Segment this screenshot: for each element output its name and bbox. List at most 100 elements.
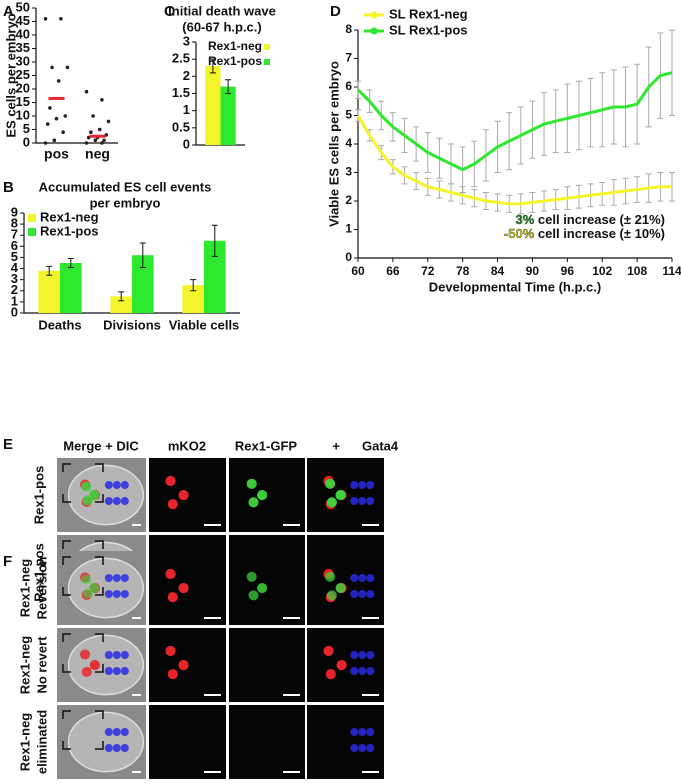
cell xyxy=(350,574,359,582)
cell xyxy=(112,590,121,598)
cell xyxy=(112,728,121,736)
y-tick-label: 0 xyxy=(23,134,30,149)
data-point xyxy=(63,114,68,118)
data-point xyxy=(43,17,48,21)
annotation: 3% cell increase (± 21%) xyxy=(515,212,665,227)
bar xyxy=(132,255,154,313)
cell xyxy=(326,590,337,601)
y-tick-label: 1 xyxy=(183,102,190,117)
panel-letter: C xyxy=(164,3,175,20)
chart-title: per embryo xyxy=(90,195,161,210)
y-tick-label: 5 xyxy=(345,108,352,122)
cell xyxy=(89,583,100,594)
cell xyxy=(350,590,359,598)
y-tick-label: 10 xyxy=(16,107,30,122)
cell xyxy=(104,574,113,582)
cell xyxy=(120,590,129,598)
cell xyxy=(112,574,121,582)
cell xyxy=(248,590,259,601)
cell xyxy=(366,481,375,489)
data-point xyxy=(61,130,65,134)
cell xyxy=(335,583,346,594)
x-tick-label: Viable cells xyxy=(169,317,240,332)
cell xyxy=(120,667,129,675)
legend-label: Rex1-pos xyxy=(208,54,262,68)
bracket xyxy=(62,633,104,673)
cell xyxy=(366,590,375,598)
micrograph xyxy=(149,705,226,779)
cell xyxy=(350,497,359,505)
row-label: Rex1-pos xyxy=(31,543,46,602)
row-label: eliminated xyxy=(34,710,49,774)
cell xyxy=(350,728,359,736)
embryo-outline xyxy=(67,634,145,696)
cell xyxy=(350,481,359,489)
cell xyxy=(366,728,375,736)
annotation-text: cell increase (± 10%) xyxy=(534,226,665,241)
cell xyxy=(366,744,375,752)
data-point xyxy=(50,65,54,70)
cell xyxy=(104,590,113,598)
cell xyxy=(89,583,100,593)
y-tick-label: 2.5 xyxy=(172,51,190,66)
data-point xyxy=(48,106,52,110)
y-tick-label: 5 xyxy=(23,121,30,136)
cell xyxy=(81,574,92,585)
cell xyxy=(112,651,121,659)
data-point xyxy=(91,114,95,118)
cell xyxy=(366,497,375,505)
data-line xyxy=(356,114,672,206)
legend-label: Rex1-pos xyxy=(40,223,99,238)
row-label: Rex1-pos xyxy=(31,466,46,525)
cell xyxy=(336,660,347,671)
y-tick-label: 0.5 xyxy=(172,119,190,134)
cell xyxy=(82,588,93,599)
error-bar xyxy=(209,58,216,74)
cell xyxy=(89,583,100,594)
data-point xyxy=(106,119,111,124)
cell xyxy=(325,571,336,582)
cell xyxy=(120,728,129,736)
cell xyxy=(257,490,268,501)
cell xyxy=(350,651,359,659)
y-tick-label: 0 xyxy=(345,250,352,264)
data-point xyxy=(93,138,98,143)
cell xyxy=(104,481,113,489)
y-tick-label: 6 xyxy=(345,79,352,93)
y-tick-label: 0 xyxy=(183,136,190,151)
cell xyxy=(80,649,91,660)
cell xyxy=(257,583,268,593)
cell xyxy=(167,592,178,603)
bar xyxy=(204,240,226,313)
cell xyxy=(257,583,268,594)
cell xyxy=(366,574,375,582)
cell xyxy=(248,497,259,508)
bar xyxy=(110,296,132,313)
data-point xyxy=(52,138,57,143)
bar xyxy=(38,270,60,313)
x-tick-label: 60 xyxy=(351,264,365,278)
x-tick-label: 108 xyxy=(627,264,647,278)
cell xyxy=(104,667,113,675)
cell xyxy=(81,481,92,492)
error-bar xyxy=(118,291,125,302)
legend-swatch xyxy=(28,228,36,236)
y-tick-label: 4 xyxy=(11,260,19,275)
cell xyxy=(81,574,92,585)
data-point xyxy=(56,79,61,83)
row-label: Rex1-neg xyxy=(17,559,32,618)
y-tick-label: 3 xyxy=(183,33,190,48)
x-tick-label: 78 xyxy=(456,264,470,278)
cell xyxy=(335,490,346,501)
cell xyxy=(246,571,257,582)
y-tick-label: 7 xyxy=(345,51,352,65)
cell xyxy=(104,744,113,752)
x-tick-label: Deaths xyxy=(38,317,81,332)
cell xyxy=(112,667,121,675)
y-tick-label: 45 xyxy=(16,13,30,28)
micrograph xyxy=(229,628,305,702)
panel-letter: E xyxy=(3,436,13,453)
y-tick-label: 1.5 xyxy=(172,85,190,100)
micrograph xyxy=(229,705,305,779)
cell xyxy=(80,572,91,583)
